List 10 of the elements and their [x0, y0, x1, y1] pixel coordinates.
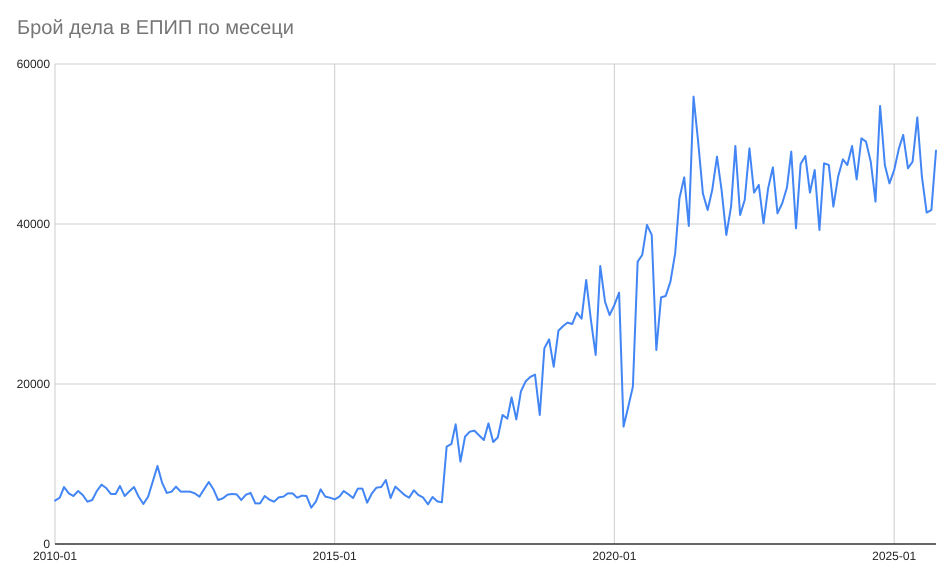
- x-tick-label: 2010-01: [32, 549, 78, 563]
- y-tick-label: 20000: [16, 377, 50, 392]
- y-tick-label: 0: [43, 537, 50, 552]
- y-tick-label: 60000: [16, 57, 50, 72]
- line-series: [54, 96, 937, 509]
- y-tick-label: 40000: [16, 217, 50, 232]
- x-tick-label: 2015-01: [312, 549, 358, 563]
- chart-title: Брой дела в ЕПИП по месеци: [17, 17, 294, 39]
- x-tick-label: 2025-01: [872, 549, 917, 563]
- x-tick-label: 2020-01: [592, 549, 637, 563]
